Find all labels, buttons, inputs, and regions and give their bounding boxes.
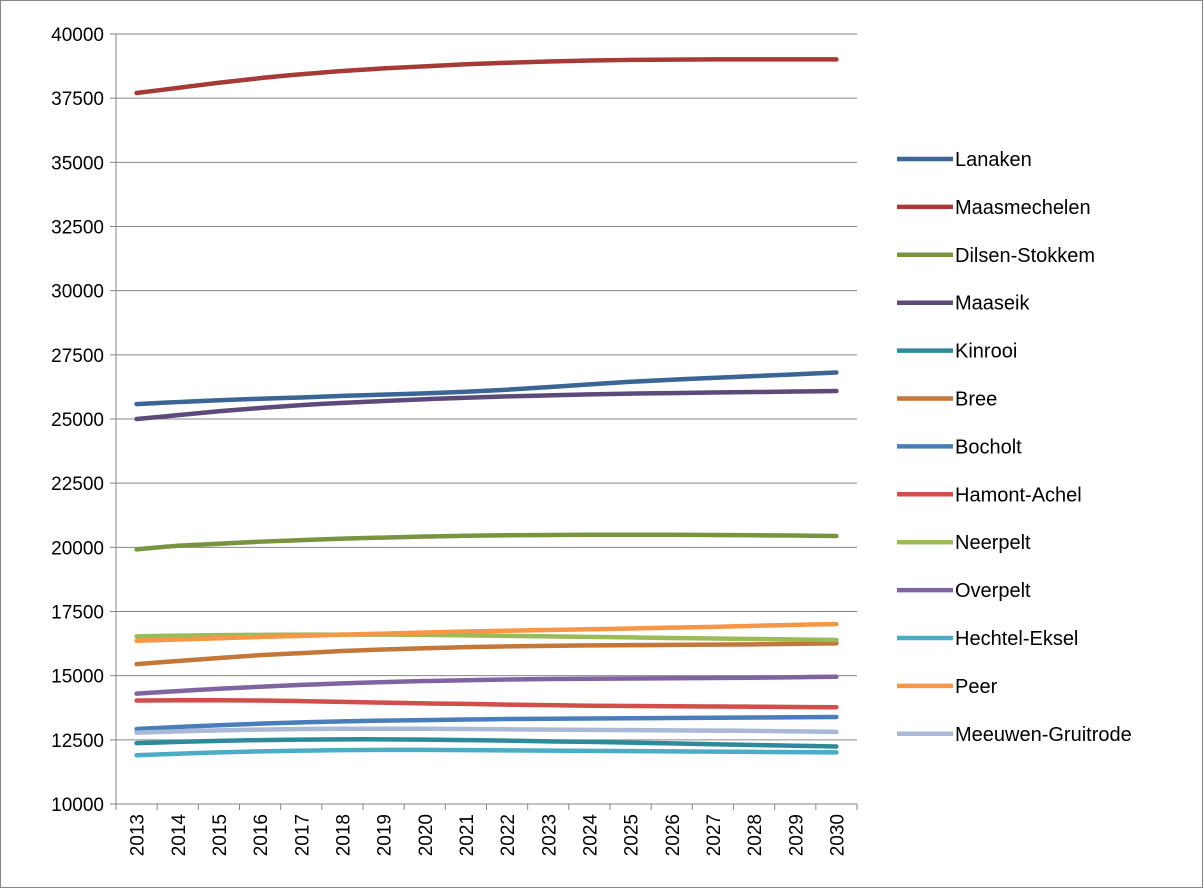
x-tick-label: 2014 <box>169 814 190 857</box>
series-line-dilsen-stokkem <box>134 532 839 552</box>
y-tick-label: 12500 <box>51 731 104 752</box>
x-tick-label: 2025 <box>622 814 643 856</box>
x-tick-label: 2019 <box>375 814 396 856</box>
y-tick-label: 35000 <box>51 153 104 174</box>
y-tick-label: 27500 <box>51 346 104 367</box>
x-tick-label: 2016 <box>251 814 272 856</box>
x-tick-label: 2029 <box>786 814 807 856</box>
legend-label-meeuwen-gruitrode: Meeuwen-Gruitrode <box>955 724 1132 746</box>
legend: Lanaken Maasmechelen Dilsen-Stokkem Maaseik… <box>897 149 1132 746</box>
legend-label-dilsen-stokkem: Dilsen-Stokkem <box>955 245 1095 267</box>
series-line-kinrooi <box>134 737 839 749</box>
series-line-bocholt <box>134 714 839 732</box>
legend-label-kinrooi: Kinrooi <box>955 341 1017 363</box>
legend-label-overpelt: Overpelt <box>955 580 1031 602</box>
y-tick-label: 22500 <box>51 474 104 495</box>
y-tick-label: 10000 <box>51 795 104 816</box>
y-tick-label: 25000 <box>51 410 104 431</box>
y-tick-label: 30000 <box>51 282 104 303</box>
x-tick-label: 2017 <box>292 814 313 856</box>
y-tick-label: 40000 <box>51 25 104 46</box>
series-line-lanaken <box>134 370 839 407</box>
legend-label-lanaken: Lanaken <box>955 149 1032 171</box>
series-line-peer <box>134 621 839 644</box>
y-tick-label: 15000 <box>51 667 104 688</box>
x-tick-label: 2015 <box>210 814 231 856</box>
legend-label-bree: Bree <box>955 389 997 411</box>
x-tick-label: 2023 <box>539 814 560 856</box>
y-tick-label: 37500 <box>51 89 104 110</box>
x-tick-label: 2022 <box>498 814 519 856</box>
series-line-bree <box>134 641 839 667</box>
legend-label-hamont-achel: Hamont-Achel <box>955 484 1082 506</box>
x-axis-tick-labels: 2013 2014 2015 2016 2017 2018 2019 2020 2021 2022… <box>128 814 849 857</box>
legend-label-peer: Peer <box>955 676 998 698</box>
y-tick-label: 32500 <box>51 218 104 239</box>
x-tick-label: 2030 <box>827 814 848 856</box>
x-tick-label: 2024 <box>580 814 601 857</box>
x-tick-label: 2026 <box>663 814 684 856</box>
x-tick-label: 2013 <box>128 814 149 856</box>
series-line-meeuwen-gruitrode <box>134 726 839 735</box>
legend-label-maasmechelen: Maasmechelen <box>955 197 1091 219</box>
series-line-overpelt <box>134 674 839 696</box>
series-lines <box>134 57 839 758</box>
x-tick-label: 2020 <box>416 814 437 856</box>
legend-label-hechtel-eksel: Hechtel-Eksel <box>955 628 1078 650</box>
legend-label-bocholt: Bocholt <box>955 436 1022 458</box>
legend-label-maaseik: Maaseik <box>955 293 1030 315</box>
x-axis <box>115 34 858 810</box>
legend-label-neerpelt: Neerpelt <box>955 532 1031 554</box>
series-line-hamont-achel <box>134 698 839 710</box>
series-line-maasmechelen <box>134 57 839 96</box>
series-line-hechtel-eksel <box>134 747 839 758</box>
x-tick-label: 2021 <box>457 814 478 856</box>
x-tick-label: 2018 <box>333 814 354 856</box>
y-axis-tick-labels: 10000 12500 15000 17500 20000 22500 25000 27500… <box>51 25 104 816</box>
x-tick-label: 2027 <box>704 814 725 856</box>
y-tick-label: 20000 <box>51 538 104 559</box>
y-tick-label: 17500 <box>51 603 104 624</box>
series-line-maaseik <box>134 388 839 422</box>
x-tick-label: 2028 <box>745 814 766 856</box>
